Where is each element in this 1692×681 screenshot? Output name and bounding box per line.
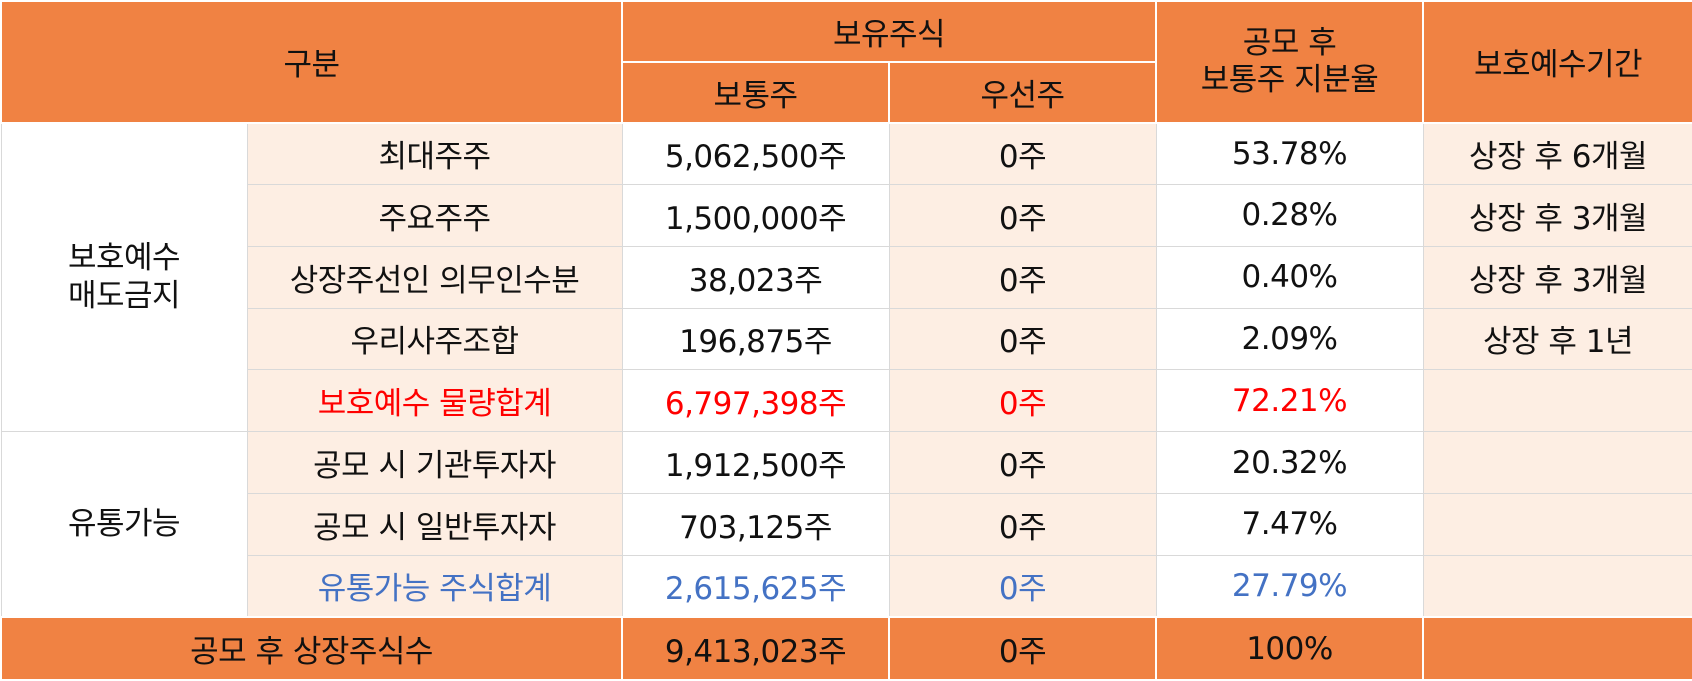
footer-ratio: 100%	[1155, 616, 1425, 681]
header-row-1: 구분 보유주식 공모 후 보통주 지분율 보호예수기간	[0, 0, 1692, 124]
table-row: 유통가능 공모 시 기관투자자 1,912,500주 0주 20.32%	[0, 431, 1692, 618]
header-holdings: 보유주식	[621, 0, 1158, 63]
header-preferred: 우선주	[888, 60, 1158, 124]
preferred-shares-cell: 0주	[888, 245, 1157, 309]
table-row: 상장주선인 의무인수분 38,023주 0주 0.40% 상장 후 3개월	[1, 245, 1692, 309]
common-shares-cell: 5,062,500주	[621, 122, 890, 185]
tradable-total-label: 유통가능 주식합계	[246, 554, 623, 618]
group-lockup: 보호예수 매도금지	[0, 122, 248, 433]
preferred-shares-cell: 0주	[888, 492, 1157, 556]
header-ratio-line1: 공모 후	[1242, 24, 1337, 61]
table-row: 공모 시 일반투자자 703,125주 0주 7.47%	[1, 492, 1692, 556]
common-shares-cell: 196,875주	[621, 307, 890, 371]
header-category: 구분	[0, 0, 624, 124]
common-shares-cell: 1,500,000주	[621, 183, 890, 247]
common-shares-cell: 1,912,500주	[621, 431, 890, 494]
footer-preferred: 0주	[888, 616, 1158, 681]
footer-period	[1422, 616, 1692, 681]
tradable-total-common: 2,615,625주	[621, 554, 890, 618]
ratio-cell: 20.32%	[1155, 431, 1424, 494]
lockup-period-cell: 상장 후 3개월	[1422, 183, 1692, 247]
table-row-tradable-total: 유통가능 주식합계 2,615,625주 0주 27.79%	[1, 554, 1692, 618]
ratio-cell: 0.40%	[1155, 245, 1424, 309]
group-lockup-line2: 매도금지	[67, 278, 181, 315]
header-ratio: 공모 후 보통주 지분율	[1155, 0, 1425, 124]
ratio-cell: 2.09%	[1155, 307, 1424, 371]
header-common: 보통주	[621, 60, 891, 124]
ratio-cell: 7.47%	[1155, 492, 1424, 556]
lockup-period-cell	[1422, 554, 1692, 618]
lockup-period-cell	[1422, 492, 1692, 556]
ratio-cell: 0.28%	[1155, 183, 1424, 247]
lockup-period-cell: 상장 후 6개월	[1422, 122, 1692, 185]
table-row-lockup-total: 보호예수 물량합계 6,797,398주 0주 72.21%	[1, 369, 1692, 433]
table-row: 주요주주 1,500,000주 0주 0.28% 상장 후 3개월	[1, 183, 1692, 247]
row-label: 우리사주조합	[246, 307, 623, 371]
preferred-shares-cell: 0주	[888, 122, 1157, 185]
lockup-period-cell: 상장 후 1년	[1422, 307, 1692, 371]
footer-common: 9,413,023주	[621, 616, 891, 681]
table-row: 보호예수 매도금지 최대주주 5,062,500주 0주 53.78% 상장 후…	[0, 122, 1692, 433]
row-label: 주요주주	[246, 183, 623, 247]
common-shares-cell: 38,023주	[621, 245, 890, 309]
common-shares-cell: 703,125주	[621, 492, 890, 556]
row-label: 공모 시 일반투자자	[246, 492, 623, 556]
lockup-total-preferred: 0주	[888, 369, 1157, 433]
row-label: 공모 시 기관투자자	[246, 431, 623, 494]
row-label: 상장주선인 의무인수분	[246, 245, 623, 309]
preferred-shares-cell: 0주	[888, 183, 1157, 247]
preferred-shares-cell: 0주	[888, 307, 1157, 371]
preferred-shares-cell: 0주	[888, 431, 1157, 494]
header-lockup-period: 보호예수기간	[1422, 0, 1692, 124]
table-row: 우리사주조합 196,875주 0주 2.09% 상장 후 1년	[1, 307, 1692, 371]
row-label: 최대주주	[246, 122, 623, 185]
lockup-total-ratio: 72.21%	[1155, 369, 1424, 433]
lockup-total-label: 보호예수 물량합계	[246, 369, 623, 433]
lockup-period-cell	[1422, 431, 1692, 494]
group-lockup-line1: 보호예수	[67, 239, 181, 276]
footer-label: 공모 후 상장주식수	[0, 616, 624, 681]
tradable-total-preferred: 0주	[888, 554, 1157, 618]
group-tradable: 유통가능	[0, 431, 248, 618]
header-ratio-line2: 보통주 지분율	[1200, 61, 1379, 98]
lockup-period-cell: 상장 후 3개월	[1422, 245, 1692, 309]
lockup-period-cell	[1422, 369, 1692, 433]
footer-row: 공모 후 상장주식수 9,413,023주 0주 100%	[0, 616, 1692, 681]
header-row-2: 보통주 우선주	[1, 60, 1692, 124]
tradable-total-ratio: 27.79%	[1155, 554, 1424, 618]
lockup-total-common: 6,797,398주	[621, 369, 890, 433]
ratio-cell: 53.78%	[1155, 122, 1424, 185]
